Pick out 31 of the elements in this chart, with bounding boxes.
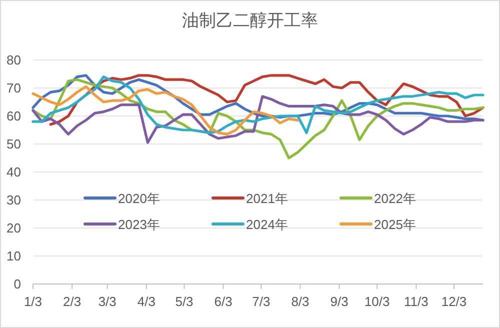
legend-label: 2023年 xyxy=(118,217,160,232)
y-tick-label: 40 xyxy=(6,164,21,180)
legend-label: 2021年 xyxy=(246,191,288,206)
x-tick-label: 1/3 xyxy=(24,294,42,309)
y-tick-label: 60 xyxy=(6,108,21,124)
y-tick-label: 0 xyxy=(14,276,21,292)
x-tick-label: 11/3 xyxy=(404,294,428,309)
y-tick-label: 70 xyxy=(6,80,21,96)
x-tick-label: 7/3 xyxy=(252,294,270,309)
x-tick-label: 5/3 xyxy=(175,294,194,309)
x-tick-label: 2/3 xyxy=(63,294,82,309)
x-tick-label: 12/3 xyxy=(441,294,467,309)
x-tick-label: 10/3 xyxy=(364,294,390,309)
y-tick-label: 20 xyxy=(6,220,21,236)
x-tick-label: 4/3 xyxy=(137,294,156,309)
legend-label: 2022年 xyxy=(374,191,416,206)
y-tick-label: 80 xyxy=(6,52,21,68)
x-tick-label: 3/3 xyxy=(98,294,116,309)
legend-label: 2025年 xyxy=(374,217,416,232)
y-tick-label: 50 xyxy=(6,136,21,152)
line-series xyxy=(32,76,484,134)
x-tick-label: 8/3 xyxy=(291,294,310,309)
line-series xyxy=(32,95,484,144)
chart-title: 油制乙二醇开工率 xyxy=(182,11,318,31)
y-tick-label: 30 xyxy=(6,192,21,208)
line-series xyxy=(32,85,300,136)
legend-label: 2020年 xyxy=(118,191,160,206)
x-tick-label: 6/3 xyxy=(214,294,232,309)
y-tick-label: 10 xyxy=(6,248,21,264)
x-tick-label: 9/3 xyxy=(330,294,348,309)
legend-label: 2024年 xyxy=(246,217,288,232)
